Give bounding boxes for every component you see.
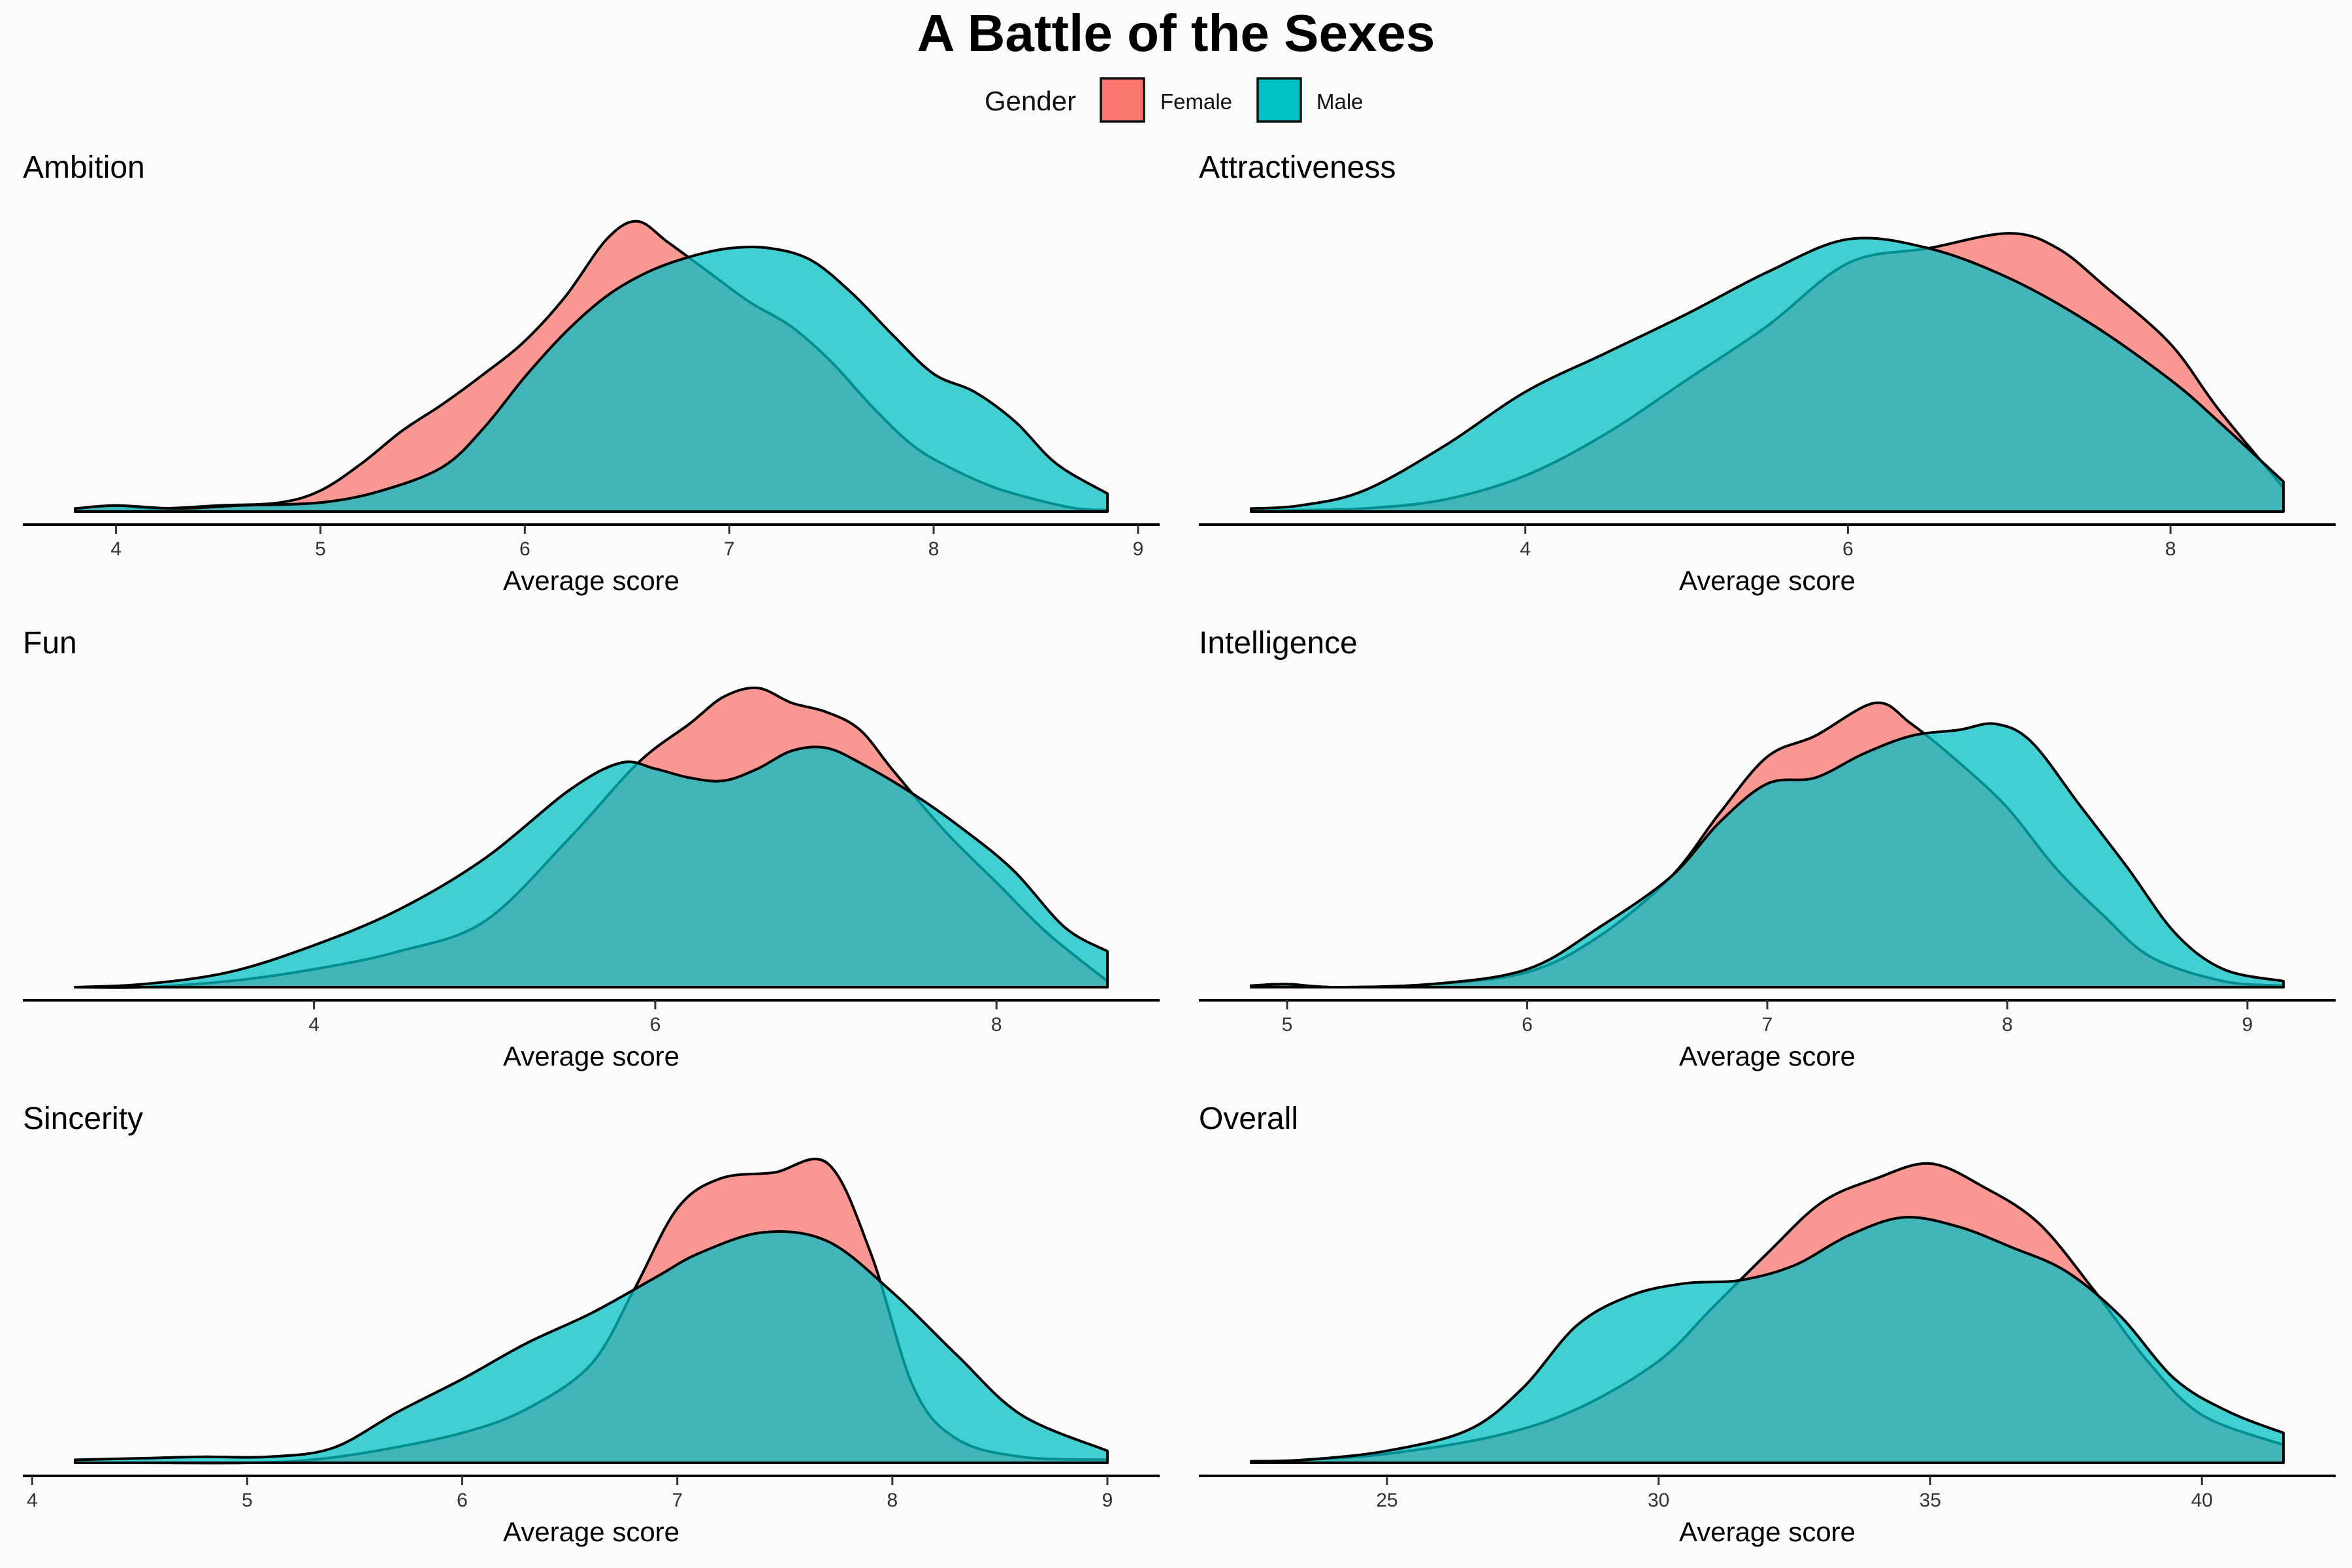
- x-tick-label: 8: [2002, 1014, 2013, 1036]
- x-tick-label: 7: [724, 538, 735, 560]
- panel-overall: Overall 25 30 35 40 Average score: [1199, 1102, 2336, 1547]
- x-axis-label: Average score: [503, 1516, 679, 1547]
- x-tick-label: 4: [1520, 538, 1531, 560]
- panel-title: Attractiveness: [1199, 150, 1396, 185]
- legend-label-male: Male: [1316, 90, 1364, 114]
- x-tick-label: 4: [27, 1490, 38, 1511]
- density-male-overall: [1250, 1216, 2285, 1464]
- x-tick-label: 40: [2191, 1490, 2213, 1511]
- x-axis-label: Average score: [1679, 1516, 1855, 1547]
- x-tick-label: 30: [1648, 1490, 1669, 1511]
- x-tick-label: 6: [1522, 1014, 1533, 1036]
- density-male-ambition: [74, 245, 1109, 513]
- panel-attractiveness: Attractiveness 4 6 8 Average score: [1199, 150, 2336, 596]
- x-tick-label: 8: [928, 538, 939, 560]
- density-male-intelligence: [1250, 722, 2285, 988]
- x-tick-label: 6: [650, 1014, 661, 1036]
- x-axis-label: Average score: [1679, 565, 1855, 596]
- x-axis-label: Average score: [503, 565, 679, 596]
- density-male-attractiveness: [1250, 237, 2285, 513]
- chart-title: A Battle of the Sexes: [917, 4, 1435, 62]
- legend-label-female: Female: [1160, 90, 1232, 114]
- x-tick-label: 8: [887, 1490, 898, 1511]
- x-tick-label: 5: [242, 1490, 253, 1511]
- x-tick-label: 5: [1282, 1014, 1293, 1036]
- panel-title: Sincerity: [23, 1102, 143, 1136]
- x-tick-label: 6: [1842, 538, 1854, 560]
- legend: Gender Female Male: [985, 77, 1364, 123]
- x-tick-label: 25: [1376, 1490, 1397, 1511]
- panel-fun: Fun 4 6 8 Average score: [23, 626, 1160, 1071]
- density-male-fun: [74, 745, 1109, 988]
- x-axis-label: Average score: [503, 1041, 679, 1071]
- legend-swatch-female: [1100, 77, 1145, 123]
- x-tick-label: 4: [308, 1014, 319, 1036]
- panel-ambition: Ambition 4 5 6 7 8 9 Average score: [23, 150, 1160, 596]
- x-tick-label: 8: [991, 1014, 1002, 1036]
- x-tick-label: 7: [1762, 1014, 1773, 1036]
- panel-title: Overall: [1199, 1102, 1298, 1136]
- x-tick-label: 9: [1102, 1490, 1113, 1511]
- x-tick-label: 7: [672, 1490, 683, 1511]
- panel-intelligence: Intelligence 5 6 7 8 9 Average score: [1199, 626, 2336, 1071]
- x-tick-label: 6: [519, 538, 531, 560]
- x-tick-label: 9: [1133, 538, 1144, 560]
- x-tick-label: 8: [2165, 538, 2176, 560]
- density-male-sincerity: [74, 1230, 1109, 1464]
- panel-title: Ambition: [23, 150, 145, 185]
- x-tick-label: 9: [2242, 1014, 2253, 1036]
- legend-swatch-male: [1256, 77, 1302, 123]
- x-tick-label: 4: [110, 538, 122, 560]
- legend-title: Gender: [985, 86, 1076, 116]
- panel-sincerity: Sincerity 4 5 6 7 8 9 Average score: [23, 1102, 1160, 1547]
- panel-title: Fun: [23, 626, 77, 661]
- x-tick-label: 6: [457, 1490, 468, 1511]
- x-axis-label: Average score: [1679, 1041, 1855, 1071]
- panel-title: Intelligence: [1199, 626, 1358, 661]
- x-tick-label: 5: [315, 538, 326, 560]
- x-tick-label: 35: [1919, 1490, 1941, 1511]
